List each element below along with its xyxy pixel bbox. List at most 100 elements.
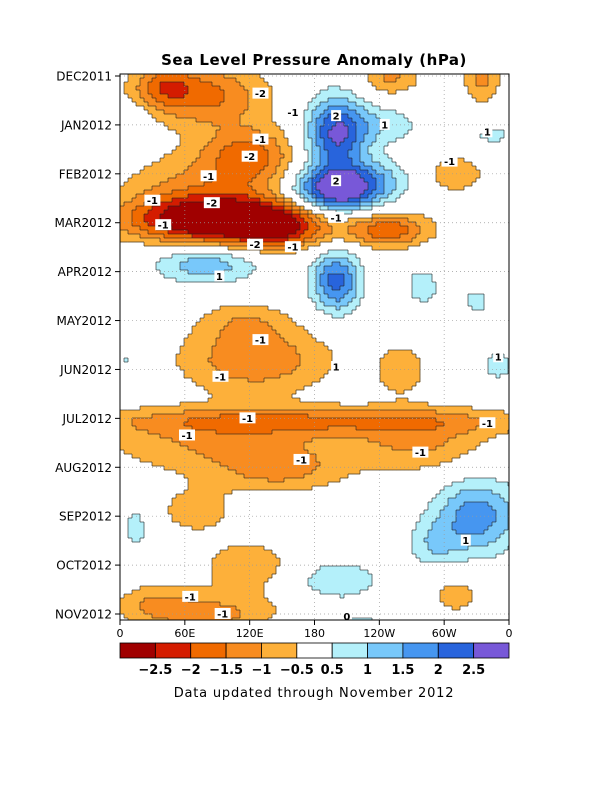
field-cell (216, 266, 221, 271)
field-cell (440, 182, 445, 187)
field-cell (300, 386, 305, 391)
field-cell (312, 186, 317, 191)
field-cell (420, 426, 425, 431)
field-cell (504, 358, 509, 363)
field-cell (332, 298, 337, 303)
field-cell (380, 150, 385, 155)
field-cell (404, 86, 409, 91)
field-cell (416, 426, 421, 431)
field-cell (144, 226, 149, 231)
field-cell (396, 166, 401, 171)
field-cell (136, 182, 141, 187)
field-cell (332, 258, 337, 263)
field-cell (308, 118, 313, 123)
field-cell (308, 122, 313, 127)
field-cell (236, 402, 241, 407)
field-cell (396, 126, 401, 131)
field-cell (328, 142, 333, 147)
field-cell (344, 150, 349, 155)
field-cell (180, 194, 185, 199)
field-cell (488, 94, 493, 99)
field-cell (128, 418, 133, 423)
field-cell (320, 118, 325, 123)
field-cell (348, 218, 353, 223)
field-cell (276, 346, 281, 351)
field-cell (252, 78, 257, 83)
field-cell (212, 446, 217, 451)
field-cell (496, 366, 501, 371)
field-cell (264, 158, 269, 163)
field-cell (216, 130, 221, 135)
field-cell (252, 266, 257, 271)
field-cell (228, 118, 233, 123)
field-cell (204, 182, 209, 187)
field-cell (420, 274, 425, 279)
field-cell (204, 146, 209, 151)
field-cell (200, 186, 205, 191)
field-cell (252, 122, 257, 127)
field-cell (244, 362, 249, 367)
field-cell (272, 142, 277, 147)
field-cell (176, 238, 181, 243)
field-cell (216, 94, 221, 99)
field-cell (292, 186, 297, 191)
field-cell (236, 406, 241, 411)
field-cell (288, 214, 293, 219)
field-cell (308, 174, 313, 179)
field-cell (164, 214, 169, 219)
field-cell (204, 314, 209, 319)
field-cell (272, 446, 277, 451)
field-cell (296, 230, 301, 235)
field-cell (136, 90, 141, 95)
field-cell (224, 362, 229, 367)
field-cell (260, 386, 265, 391)
field-cell (252, 170, 257, 175)
field-cell (352, 170, 357, 175)
field-cell (388, 78, 393, 83)
field-cell (144, 406, 149, 411)
field-cell (420, 418, 425, 423)
field-cell (236, 198, 241, 203)
field-cell (160, 238, 165, 243)
field-cell (180, 142, 185, 147)
field-cell (280, 366, 285, 371)
field-cell (284, 334, 289, 339)
field-cell (360, 266, 365, 271)
field-cell (352, 150, 357, 155)
field-cell (332, 150, 337, 155)
field-cell (188, 258, 193, 263)
field-cell (268, 434, 273, 439)
field-cell (136, 94, 141, 99)
field-cell (396, 354, 401, 359)
field-cell (156, 118, 161, 123)
field-cell (320, 190, 325, 195)
field-cell (252, 398, 257, 403)
field-cell (384, 178, 389, 183)
field-cell (264, 310, 269, 315)
field-cell (128, 82, 133, 87)
field-cell (264, 382, 269, 387)
field-cell (240, 162, 245, 167)
field-cell (264, 234, 269, 239)
field-cell (344, 282, 349, 287)
field-cell (196, 98, 201, 103)
field-cell (164, 198, 169, 203)
field-cell (324, 102, 329, 107)
field-cell (468, 82, 473, 87)
field-cell (348, 198, 353, 203)
field-cell (384, 402, 389, 407)
field-cell (316, 306, 321, 311)
field-cell (348, 438, 353, 443)
field-cell (164, 122, 169, 127)
field-cell (272, 350, 277, 355)
field-cell (320, 346, 325, 351)
field-cell (260, 422, 265, 427)
field-cell (352, 430, 357, 435)
field-cell (484, 98, 489, 103)
field-cell (192, 118, 197, 123)
field-cell (344, 114, 349, 119)
field-cell (232, 422, 237, 427)
field-cell (132, 446, 137, 451)
field-cell (320, 274, 325, 279)
field-cell (244, 246, 249, 251)
